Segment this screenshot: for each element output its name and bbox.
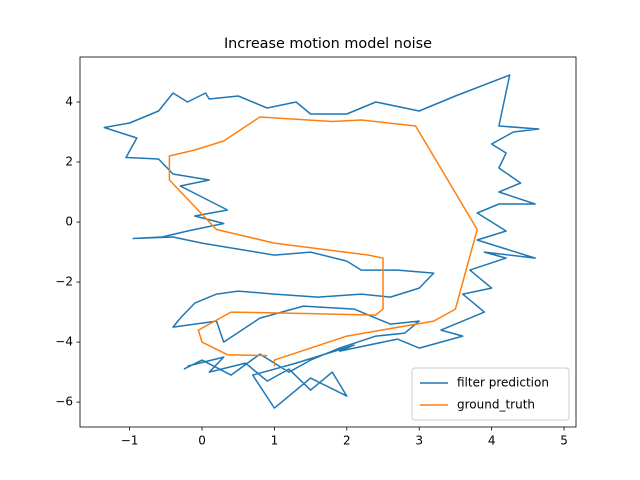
legend-box [411, 367, 570, 421]
x-tick-label: 5 [560, 434, 568, 448]
axes-frame [79, 56, 577, 428]
legend-label: filter prediction [457, 376, 549, 390]
x-tick-label: 2 [343, 434, 351, 448]
y-tick-label: 2 [65, 155, 73, 169]
x-tick-label: 3 [415, 434, 423, 448]
legend-label: ground_truth [457, 398, 535, 412]
x-tick-label: 0 [198, 434, 206, 448]
x-tick-label: 4 [488, 434, 496, 448]
series-line [103, 74, 540, 409]
series-line [168, 116, 478, 367]
y-tick-label: 4 [65, 95, 73, 109]
y-tick-label: 0 [65, 215, 73, 229]
y-tick-label: −6 [55, 395, 73, 409]
y-tick-label: −4 [55, 335, 73, 349]
chart-title: Increase motion model noise [224, 36, 432, 52]
x-tick-label: 1 [271, 434, 279, 448]
x-tick-label: −1 [121, 434, 139, 448]
y-tick-label: −2 [55, 275, 73, 289]
